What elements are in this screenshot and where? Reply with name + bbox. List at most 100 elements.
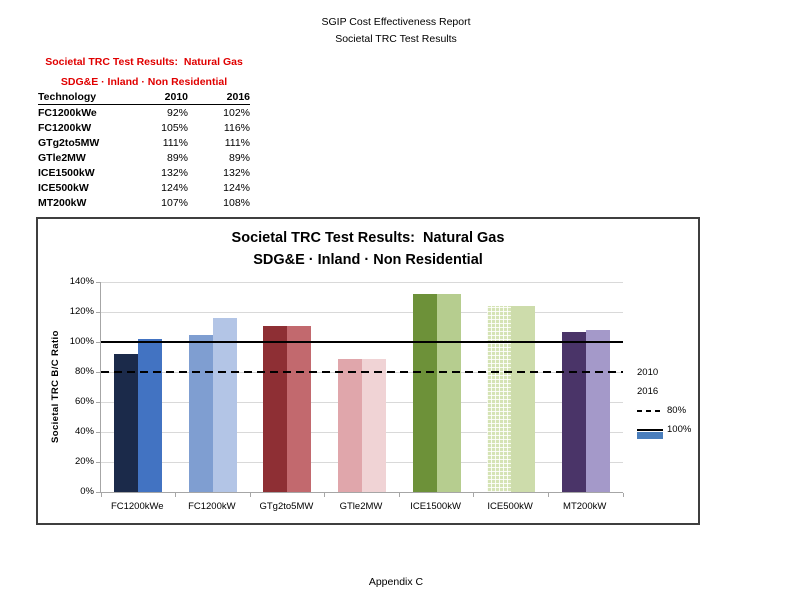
cell-technology: MT200kW (38, 196, 87, 209)
column-header-2016: 2016 (226, 91, 250, 103)
bar-FC1200kW-2010 (188, 334, 213, 492)
gridline-120 (101, 311, 623, 313)
chart-title: Societal TRC Test Results: Natural Gas S… (38, 227, 698, 271)
legend-swatch-100% (637, 428, 663, 431)
page-header-line1: SGIP Cost Effectiveness Report (321, 16, 471, 28)
y-tick-label-100%: 100% (69, 336, 94, 347)
cell-2010: 105% (161, 121, 188, 134)
x-tick-mark-0 (100, 493, 102, 497)
x-axis-label-MT200kW: MT200kW (563, 501, 607, 512)
cell-2016: 132% (223, 166, 250, 179)
bar-ICE1500kW-2016 (436, 294, 461, 492)
y-tick-mark-120 (96, 311, 100, 313)
column-header-technology: Technology (38, 91, 97, 103)
cell-2010: 111% (162, 136, 188, 149)
table-row: GTg2to5MW 111% 111% (38, 135, 250, 150)
y-tick-label-20%: 20% (74, 456, 94, 467)
cell-2010: 132% (161, 166, 188, 179)
cell-2016: 124% (223, 181, 250, 194)
summary-title-line2: SDG&E · Inland · Non Residential (60, 76, 228, 88)
cell-2010: 92% (166, 106, 188, 119)
legend-swatch-2016 (637, 432, 663, 439)
summary-title-line1: Societal TRC Test Results: Natural Gas (45, 56, 243, 68)
x-axis-label-FC1200kWe: FC1200kWe (110, 501, 164, 512)
page-footer: Appendix C (368, 576, 424, 588)
legend-label-2016: 2016 (637, 386, 659, 397)
bar-GTle2MW-2016 (362, 358, 386, 492)
chart: Societal TRC Test Results: Natural Gas S… (36, 217, 700, 525)
legend-label-100%: 100% (667, 424, 692, 435)
legend-label-80%: 80% (667, 405, 687, 416)
x-tick-mark-6 (547, 493, 549, 497)
x-axis-label-ICE500kW: ICE500kW (487, 501, 533, 512)
x-axis-label-ICE1500kW: ICE1500kW (410, 501, 461, 512)
y-tick-mark-80 (96, 371, 100, 373)
gridline-140 (101, 281, 623, 283)
cell-2016: 116% (223, 121, 250, 134)
y-tick-label-120%: 120% (69, 306, 94, 317)
bar-FC1200kWe-2010 (114, 354, 139, 492)
cell-technology: FC1200kWe (38, 106, 97, 119)
y-tick-mark-140 (96, 281, 100, 283)
y-tick-mark-40 (96, 431, 100, 433)
x-tick-mark-5 (473, 493, 475, 497)
table-row: ICE500kW 124% 124% (38, 180, 250, 195)
y-tick-label-140%: 140% (69, 276, 94, 287)
cell-technology: FC1200kW (38, 121, 92, 134)
cell-technology: GTle2MW (38, 151, 86, 164)
table-row: FC1200kW 105% 116% (38, 120, 250, 135)
bar-GTle2MW-2010 (338, 358, 362, 492)
legend-swatch-80% (637, 409, 663, 412)
reference-line-100% (101, 341, 623, 343)
cell-2016: 111% (224, 136, 250, 149)
legend-item-2010: 2010 (637, 363, 691, 439)
cell-2010: 124% (161, 181, 188, 194)
bar-GTg2to5MW-2016 (287, 325, 312, 492)
x-axis-label-FC1200kW: FC1200kW (188, 501, 236, 512)
x-axis-label-GTg2to5MW: GTg2to5MW (259, 501, 314, 512)
y-tick-mark-100 (96, 341, 100, 343)
y-tick-label-40%: 40% (74, 426, 94, 437)
bar-FC1200kWe-2016 (138, 339, 163, 492)
cell-technology: ICE1500kW (38, 166, 95, 179)
bar-ICE500kW-2016 (511, 306, 536, 492)
cell-2016: 89% (228, 151, 250, 164)
table-row: GTle2MW 89% 89% (38, 150, 250, 165)
bar-MT200kW-2010 (561, 331, 586, 492)
y-tick-mark-20 (96, 461, 100, 463)
bar-ICE500kW-2010 (487, 306, 512, 492)
summary-table-header: Technology 2010 2016 (38, 90, 250, 105)
x-tick-mark-3 (324, 493, 326, 497)
bar-GTg2to5MW-2010 (263, 325, 288, 492)
table-row: FC1200kWe 92% 102% (38, 105, 250, 120)
bar-MT200kW-2016 (585, 330, 610, 492)
y-tick-label-60%: 60% (74, 396, 94, 407)
page-header-line2: Societal TRC Test Results (335, 33, 457, 45)
cell-2010: 107% (161, 196, 188, 209)
x-tick-mark-4 (398, 493, 400, 497)
legend-item-80%: 80% (637, 401, 691, 420)
chart-legend: 2010 2016 80% 100% (637, 363, 691, 439)
legend-item-2016: 2016 (637, 382, 691, 439)
x-tick-mark-7 (622, 493, 624, 497)
x-axis-label-GTle2MW: GTle2MW (339, 501, 383, 512)
chart-title-line1: Societal TRC Test Results: Natural Gas (231, 230, 505, 246)
x-tick-mark-1 (175, 493, 177, 497)
bar-ICE1500kW-2010 (412, 294, 437, 492)
legend-item-100%: 100% (637, 420, 691, 439)
cell-technology: GTg2to5MW (38, 136, 100, 149)
table-row: ICE1500kW 132% 132% (38, 165, 250, 180)
page-header: SGIP Cost Effectiveness Report Societal … (0, 14, 792, 48)
x-tick-mark-2 (249, 493, 251, 497)
plot-area (96, 281, 624, 497)
cell-technology: ICE500kW (38, 181, 89, 194)
table-row: MT200kW 107% 108% (38, 195, 250, 210)
legend-label-2010: 2010 (637, 367, 659, 378)
column-header-2010: 2010 (164, 91, 188, 103)
summary-table: Technology 2010 2016 FC1200kWe 92% 102% FC1… (38, 90, 250, 210)
summary-title: Societal TRC Test Results: Natural Gas S… (36, 52, 252, 92)
y-tick-mark-60 (96, 401, 100, 403)
cell-2010: 89% (166, 151, 188, 164)
cell-2016: 108% (223, 196, 250, 209)
reference-line-80% (101, 371, 623, 373)
